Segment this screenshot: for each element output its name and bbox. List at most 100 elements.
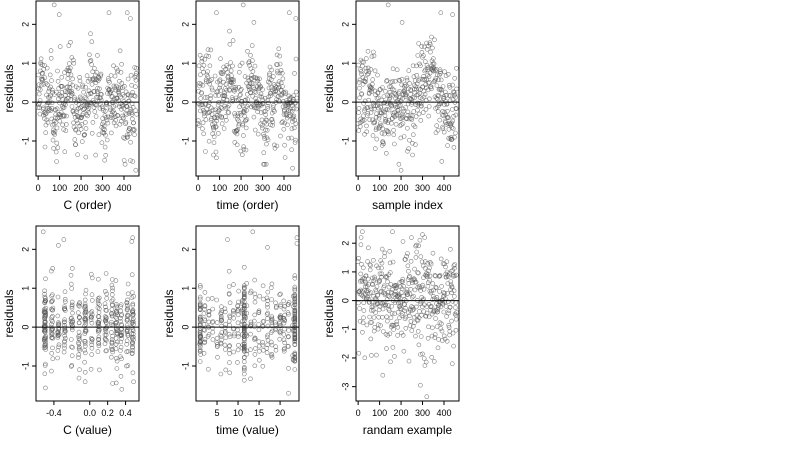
data-point: [49, 332, 55, 338]
data-point: [59, 75, 65, 80]
data-point: [368, 263, 373, 268]
data-point: [277, 336, 283, 342]
data-point: [125, 134, 130, 140]
data-point: [264, 141, 269, 147]
data-point: [130, 348, 135, 353]
data-point: [410, 95, 416, 100]
data-point: [265, 289, 271, 295]
data-point: [247, 87, 252, 93]
data-point: [389, 310, 395, 316]
data-point: [236, 299, 241, 305]
data-point: [44, 117, 50, 123]
data-point: [268, 93, 273, 99]
data-point: [209, 116, 214, 121]
data-point: [214, 320, 220, 325]
data-point: [210, 320, 215, 325]
data-points: [195, 2, 299, 171]
data-point: [103, 307, 109, 313]
data-point: [42, 336, 47, 342]
data-point: [423, 359, 429, 365]
data-point: [451, 343, 456, 349]
data-point: [260, 347, 266, 353]
data-point: [260, 283, 266, 289]
data-point: [260, 324, 266, 329]
data-point: [130, 345, 135, 351]
data-point: [115, 113, 121, 119]
data-point: [291, 105, 297, 111]
data-point: [213, 93, 218, 98]
data-point: [391, 327, 396, 332]
data-point: [396, 162, 402, 167]
data-point: [413, 86, 419, 92]
data-point: [49, 368, 54, 374]
data-point: [49, 306, 54, 312]
data-point: [208, 93, 213, 99]
data-point: [244, 281, 249, 286]
data-point: [220, 71, 225, 77]
data-point: [364, 322, 370, 328]
data-point: [87, 76, 93, 82]
data-point: [252, 86, 257, 92]
data-point: [43, 314, 48, 320]
data-point: [356, 255, 361, 261]
data-point: [96, 310, 102, 315]
data-point: [385, 2, 391, 8]
data-point: [118, 373, 124, 379]
x-tick-label: 100: [372, 408, 387, 418]
data-point: [197, 300, 203, 306]
data-point: [131, 321, 136, 327]
data-point: [62, 306, 68, 311]
data-point: [72, 95, 77, 100]
data-point: [430, 281, 436, 286]
data-point: [269, 281, 275, 287]
data-point: [263, 127, 268, 133]
data-point: [293, 137, 298, 143]
data-point: [411, 74, 417, 79]
data-point: [421, 275, 426, 281]
data-point: [222, 103, 228, 109]
data-point: [438, 10, 444, 15]
data-point: [227, 360, 232, 365]
data-point: [281, 112, 287, 117]
data-point: [200, 120, 206, 125]
data-point: [446, 324, 452, 330]
data-point: [292, 305, 298, 311]
data-point: [218, 371, 224, 377]
data-point: [292, 308, 298, 314]
data-point: [202, 337, 208, 342]
data-point: [80, 82, 85, 88]
data-point: [416, 315, 422, 321]
data-point: [362, 355, 368, 361]
data-point: [417, 285, 423, 291]
data-point: [390, 345, 396, 350]
data-point: [89, 320, 95, 326]
data-point: [453, 106, 459, 112]
data-point: [452, 134, 457, 140]
data-point: [202, 339, 207, 345]
data-point: [110, 347, 115, 353]
data-point: [197, 342, 203, 347]
data-point: [277, 61, 283, 67]
data-point: [415, 329, 421, 334]
data-point: [363, 273, 369, 279]
data-point: [242, 346, 247, 352]
y-tick-label: 1: [20, 61, 30, 66]
data-point: [55, 145, 61, 150]
data-point: [269, 328, 275, 334]
data-point: [54, 159, 59, 164]
data-point: [362, 98, 368, 104]
data-point: [425, 87, 431, 93]
y-axis-label: residuals: [162, 289, 176, 337]
data-point: [399, 286, 405, 292]
data-point: [374, 284, 380, 289]
data-point: [70, 345, 75, 350]
x-tick-label: 100: [372, 183, 387, 193]
data-point: [406, 98, 412, 104]
data-point: [103, 153, 108, 158]
data-point: [407, 81, 412, 86]
data-point: [223, 330, 228, 336]
data-point: [133, 108, 138, 113]
data-point: [201, 327, 207, 333]
y-tick-label: 1: [20, 286, 30, 291]
